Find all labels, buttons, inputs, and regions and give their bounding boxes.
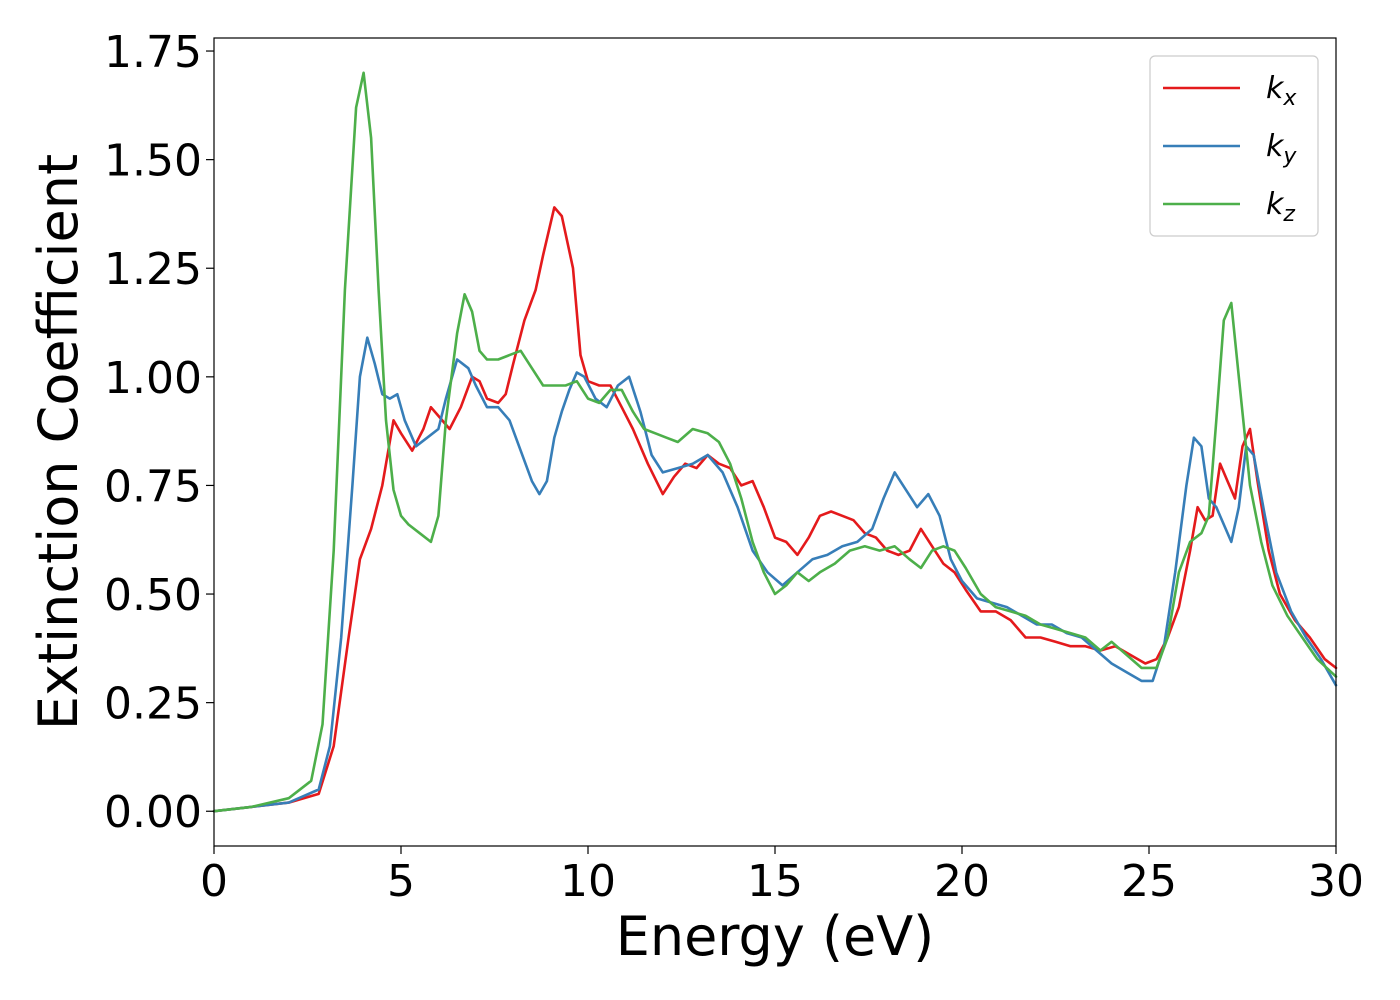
legend-label-k-z: kz	[1266, 187, 1295, 227]
y-tick-label: 1.25	[104, 244, 202, 295]
x-tick-label: 10	[560, 856, 616, 907]
y-tick-label: 1.00	[104, 353, 202, 404]
legend-label-k-y: ky	[1266, 129, 1297, 169]
x-tick-label: 0	[200, 856, 228, 907]
x-tick-label: 5	[387, 856, 415, 907]
y-tick-label: 1.50	[104, 136, 202, 187]
series-line-k-y	[212, 336, 1338, 813]
y-tick-label: 0.75	[104, 461, 202, 512]
y-tick-label: 1.75	[104, 27, 202, 78]
x-tick-label: 20	[934, 856, 990, 907]
series-layer	[212, 71, 1338, 813]
legend-label-k-x: kx	[1266, 71, 1297, 111]
x-axis-label: Energy (eV)	[616, 905, 935, 968]
y-tick-label: 0.25	[104, 679, 202, 730]
series-line-k-z	[212, 71, 1338, 813]
y-axis-label: Extinction Coefficient	[27, 154, 90, 730]
y-axis-ticks: 0.00 0.25 0.50 0.75 1.00 1.25 1.50 1.75	[104, 27, 214, 838]
x-tick-label: 25	[1121, 856, 1177, 907]
x-tick-label: 15	[747, 856, 803, 907]
y-tick-label: 0.50	[104, 570, 202, 621]
legend: kx ky kz	[1149, 55, 1319, 237]
y-tick-label: 0.00	[104, 787, 202, 838]
series-line-k-x	[212, 206, 1338, 813]
x-tick-label: 30	[1308, 856, 1364, 907]
x-axis-ticks: 0 5 10 15 20 25 30	[200, 846, 1364, 907]
